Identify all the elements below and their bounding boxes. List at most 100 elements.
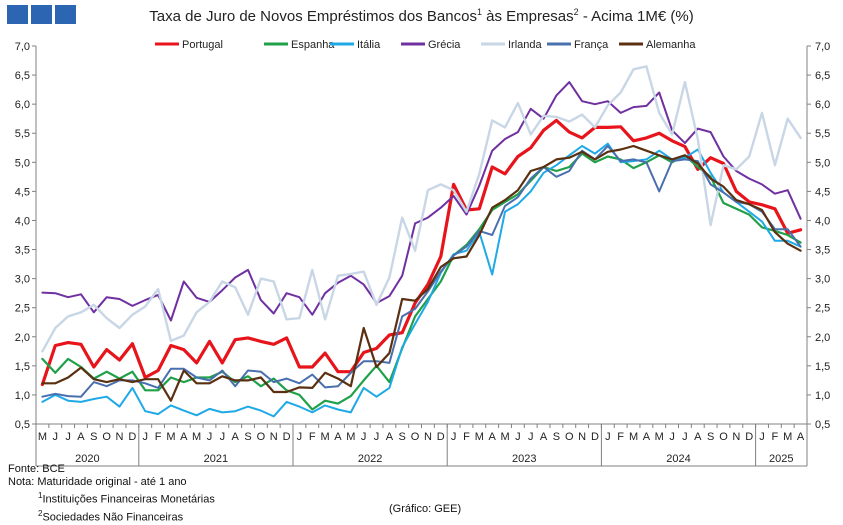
y-tick-label-left: 3,0: [15, 274, 30, 286]
y-tick-label-left: 0,5: [15, 419, 30, 431]
month-label: J: [515, 431, 521, 443]
year-label: 2024: [666, 453, 690, 465]
month-label: S: [707, 431, 714, 443]
y-tick-label-left: 2,5: [15, 303, 30, 315]
month-label: J: [451, 431, 457, 443]
month-label: A: [386, 431, 394, 443]
month-label: J: [528, 431, 534, 443]
month-label: J: [142, 431, 148, 443]
year-label: 2023: [512, 453, 536, 465]
y-tick-label-left: 6,5: [15, 70, 30, 82]
month-label: O: [411, 431, 420, 443]
month-label: A: [77, 431, 85, 443]
month-label: O: [257, 431, 266, 443]
month-label: F: [772, 431, 779, 443]
month-label: D: [745, 431, 753, 443]
footnote-2: 2Sociedades Não Financeiras: [38, 508, 184, 524]
month-label: J: [65, 431, 71, 443]
month-label: A: [643, 431, 651, 443]
y-tick-label-left: 5,5: [15, 128, 30, 140]
month-label: S: [553, 431, 560, 443]
month-label: A: [694, 431, 702, 443]
legend-label: Alemanha: [646, 39, 696, 51]
y-tick-label-right: 4,5: [815, 186, 830, 198]
month-label: D: [283, 431, 291, 443]
year-label: 2025: [769, 453, 793, 465]
month-label: D: [437, 431, 445, 443]
footnote-1: 1Instituições Financeiras Monetárias: [38, 491, 215, 506]
y-tick-label-right: 2,5: [815, 303, 830, 315]
month-label: M: [38, 431, 47, 443]
logo-block-2: [31, 5, 52, 24]
month-label: A: [489, 431, 497, 443]
month-label: M: [783, 431, 792, 443]
y-tick-label-right: 5,0: [815, 157, 830, 169]
legend-label: Grécia: [428, 39, 461, 51]
legend-label: Itália: [357, 39, 381, 51]
month-label: M: [629, 431, 638, 443]
month-label: N: [424, 431, 432, 443]
month-label: M: [346, 431, 355, 443]
month-label: F: [309, 431, 316, 443]
y-tick-label-left: 2,0: [15, 332, 30, 344]
legend-label: Irlanda: [508, 39, 543, 51]
month-label: S: [90, 431, 97, 443]
logo-block-1: [7, 5, 28, 24]
y-tick-label-right: 3,5: [815, 245, 830, 257]
chart-credit: (Gráfico: GEE): [389, 503, 462, 515]
month-label: A: [797, 431, 805, 443]
logo-block-3: [55, 5, 76, 24]
y-tick-label-right: 1,0: [815, 390, 830, 402]
month-label: J: [297, 431, 303, 443]
month-label: J: [207, 431, 213, 443]
y-tick-label-right: 7,0: [815, 41, 830, 53]
month-label: M: [475, 431, 484, 443]
y-tick-label-right: 1,5: [815, 361, 830, 373]
month-label: D: [128, 431, 136, 443]
month-label: F: [155, 431, 162, 443]
month-label: N: [578, 431, 586, 443]
y-tick-label-left: 4,5: [15, 186, 30, 198]
series-line-frança: [41, 145, 802, 398]
month-label: J: [374, 431, 380, 443]
chart-notes: Fonte: BCE Nota: Maturidade original - a…: [8, 463, 215, 524]
month-label: O: [102, 431, 111, 443]
month-label: S: [244, 431, 251, 443]
month-label: J: [361, 431, 367, 443]
month-label: M: [500, 431, 509, 443]
series-line-alemanha: [41, 144, 802, 402]
month-label: F: [463, 431, 470, 443]
y-tick-label-left: 1,0: [15, 390, 30, 402]
month-label: O: [719, 431, 728, 443]
month-label: J: [605, 431, 611, 443]
y-tick-label-left: 1,5: [15, 361, 30, 373]
month-label: A: [540, 431, 548, 443]
year-label: 2022: [358, 453, 382, 465]
source-note: Fonte: BCE: [8, 463, 65, 475]
month-label: F: [617, 431, 624, 443]
y-tick-label-right: 2,0: [815, 332, 830, 344]
y-tick-label-right: 6,5: [815, 70, 830, 82]
month-label: A: [180, 431, 188, 443]
month-label: O: [565, 431, 574, 443]
legend-label: Espanha: [291, 39, 335, 51]
month-label: N: [116, 431, 124, 443]
y-tick-label-right: 4,0: [815, 215, 830, 227]
year-label: 2021: [204, 453, 228, 465]
y-tick-label-right: 5,5: [815, 128, 830, 140]
month-label: S: [399, 431, 406, 443]
y-tick-label-left: 5,0: [15, 157, 30, 169]
month-label: A: [232, 431, 240, 443]
y-tick-label-left: 7,0: [15, 41, 30, 53]
year-label: 2020: [75, 453, 99, 465]
y-tick-label-right: 6,0: [815, 99, 830, 111]
month-label: J: [220, 431, 226, 443]
series-line-itália: [41, 142, 802, 418]
month-label: N: [732, 431, 740, 443]
month-label: D: [591, 431, 599, 443]
chart-title: Taxa de Juro de Novos Empréstimos dos Ba…: [149, 7, 694, 25]
series-line-irlanda: [41, 65, 802, 353]
y-tick-label-left: 3,5: [15, 245, 30, 257]
month-label: M: [166, 431, 175, 443]
